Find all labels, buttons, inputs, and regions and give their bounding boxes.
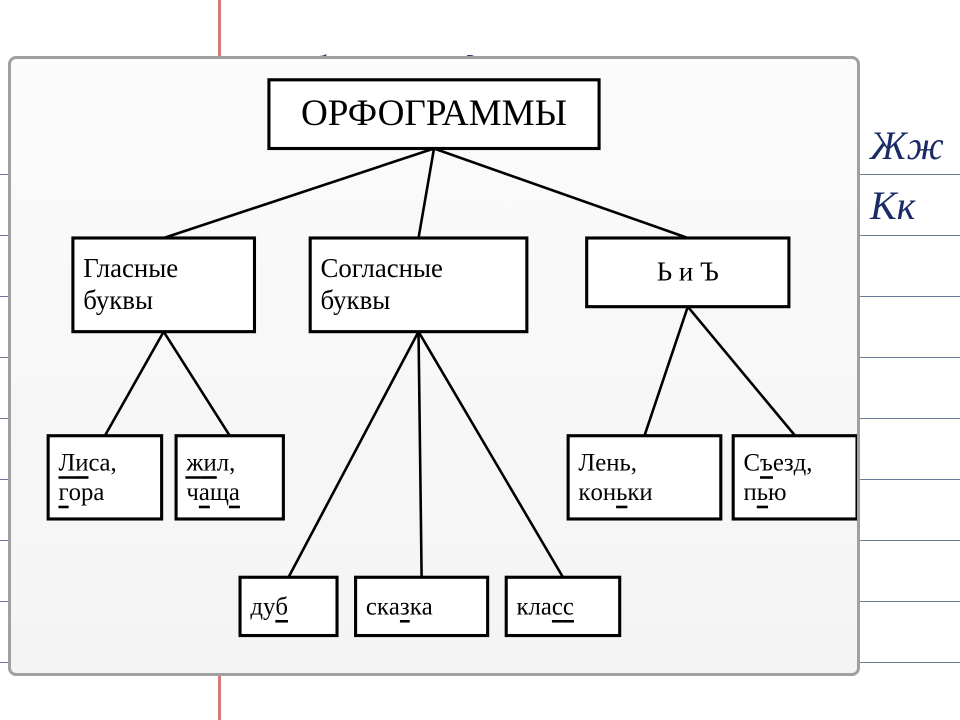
alphabet-text: Жж (870, 122, 944, 169)
tree-edge (164, 332, 230, 436)
svg-text:Съезд,: Съезд, (744, 449, 813, 476)
node-label: Ь и Ъ (657, 257, 719, 287)
node-label: буквы (321, 285, 391, 315)
tree-node-cat2: Согласныебуквы (310, 238, 527, 332)
svg-text:класс: класс (517, 593, 574, 620)
alphabet-text: Кк (870, 182, 915, 229)
tree-node-leaf_a2: жил, чаща (176, 436, 283, 519)
svg-text:Лиса,: Лиса, (58, 449, 116, 476)
tree-edge (419, 332, 563, 578)
tree-node-cat3: Ь и Ъ (587, 238, 789, 307)
tree-edge (419, 148, 434, 237)
node-label: Согласные (321, 253, 443, 283)
svg-text:дуб: дуб (250, 593, 288, 620)
node-label: ОРФОГРАММЫ (301, 93, 567, 134)
tree-node-leaf_b2: сказка (356, 577, 488, 635)
node-label: буквы (83, 285, 153, 315)
tree-edge (419, 332, 422, 578)
svg-text:пью: пью (744, 479, 787, 506)
tree-node-leaf_b1: дуб (240, 577, 337, 635)
tree-node-leaf_a1: Лиса, гора (48, 436, 161, 519)
tree-node-root: ОРФОГРАММЫ (269, 80, 599, 149)
svg-text:чаща: чаща (186, 479, 240, 506)
orthogram-tree-diagram: ОРФОГРАММЫГласныебуквыСогласныебуквыЬ и … (11, 59, 857, 673)
tree-edge (644, 307, 687, 436)
diagram-card: ОРФОГРАММЫГласныебуквыСогласныебуквыЬ и … (8, 56, 860, 676)
page-root: Аа Бб Вв Гг Дд ЕеЖжКк ОРФОГРАММЫГласныеб… (0, 0, 960, 720)
svg-text:гора: гора (58, 479, 104, 506)
tree-node-cat1: Гласныебуквы (73, 238, 255, 332)
svg-text:жил,: жил, (185, 449, 235, 476)
tree-edge (105, 332, 164, 436)
tree-node-leaf_c2: Съезд, пью (733, 436, 857, 519)
tree-node-leaf_c1: Лень, коньки (568, 436, 721, 519)
svg-text:коньки: коньки (578, 479, 652, 506)
tree-edge (434, 148, 688, 237)
tree-edge (164, 148, 434, 237)
node-label: Гласные (83, 253, 178, 283)
tree-node-leaf_b3: класс (506, 577, 619, 635)
svg-text:Лень,: Лень, (578, 449, 637, 476)
tree-edge (289, 332, 419, 578)
svg-text:сказка: сказка (366, 593, 433, 620)
tree-edge (688, 307, 795, 436)
